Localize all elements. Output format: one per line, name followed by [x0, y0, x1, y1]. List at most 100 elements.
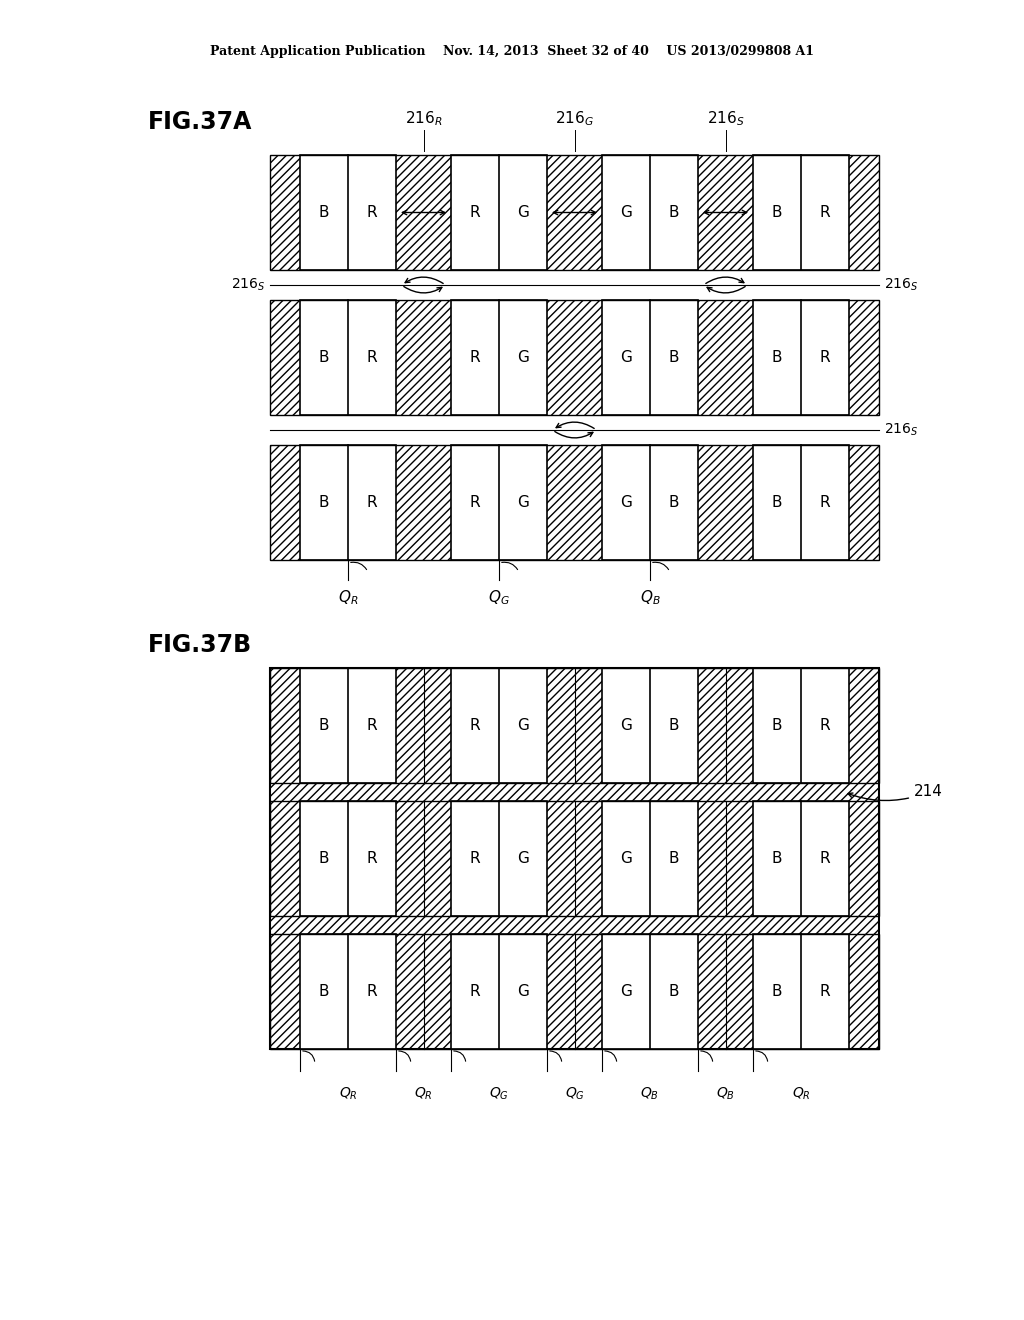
Text: $216_G$: $216_G$	[555, 110, 594, 128]
Text: $Q_B$: $Q_B$	[640, 1086, 659, 1102]
Text: R: R	[819, 851, 830, 866]
Text: R: R	[367, 495, 377, 510]
Bar	[602, 445, 698, 560]
Bar	[270, 445, 879, 560]
Text: 214: 214	[848, 784, 943, 800]
Text: R: R	[819, 205, 830, 220]
Text: $Q_R$: $Q_R$	[414, 1086, 433, 1102]
Bar	[270, 668, 879, 1049]
Text: G: G	[517, 983, 529, 999]
Text: B: B	[772, 350, 782, 366]
Text: R: R	[819, 718, 830, 733]
Bar	[270, 445, 879, 560]
Bar	[270, 300, 879, 414]
Text: B: B	[318, 205, 330, 220]
Bar	[451, 445, 547, 560]
Bar	[602, 801, 698, 916]
Text: R: R	[819, 983, 830, 999]
Bar	[753, 668, 849, 783]
Text: B: B	[669, 851, 679, 866]
Bar	[300, 801, 396, 916]
Text: $216_S$: $216_S$	[707, 110, 744, 128]
Text: FIG.37A: FIG.37A	[148, 110, 252, 135]
Text: $216_S$: $216_S$	[884, 422, 919, 438]
Bar	[300, 300, 396, 414]
Bar	[300, 935, 396, 1049]
Text: B: B	[772, 851, 782, 866]
Text: R: R	[470, 851, 480, 866]
Text: G: G	[517, 205, 529, 220]
Bar	[451, 801, 547, 916]
Text: G: G	[517, 851, 529, 866]
Text: G: G	[621, 718, 632, 733]
Bar	[300, 668, 396, 783]
Text: G: G	[621, 205, 632, 220]
Bar	[300, 154, 396, 271]
Text: $216_S$: $216_S$	[230, 277, 265, 293]
Text: B: B	[669, 983, 679, 999]
Bar	[270, 935, 879, 1049]
Bar	[602, 668, 698, 783]
Bar	[602, 935, 698, 1049]
Bar	[270, 668, 879, 783]
Text: $Q_G$: $Q_G$	[564, 1086, 585, 1102]
Bar	[451, 935, 547, 1049]
Bar	[753, 935, 849, 1049]
Text: $Q_B$: $Q_B$	[716, 1086, 735, 1102]
Bar	[270, 801, 879, 916]
Text: G: G	[517, 350, 529, 366]
Bar	[602, 154, 698, 271]
Text: $Q_R$: $Q_R$	[792, 1086, 810, 1102]
Text: B: B	[772, 718, 782, 733]
Text: B: B	[772, 205, 782, 220]
Text: B: B	[318, 851, 330, 866]
Text: B: B	[318, 983, 330, 999]
Text: B: B	[772, 983, 782, 999]
Text: R: R	[470, 718, 480, 733]
Text: R: R	[367, 205, 377, 220]
Bar	[602, 300, 698, 414]
Text: R: R	[470, 495, 480, 510]
Text: R: R	[367, 851, 377, 866]
Text: B: B	[318, 495, 330, 510]
Bar	[451, 300, 547, 414]
Text: G: G	[517, 495, 529, 510]
Text: $Q_G$: $Q_G$	[489, 1086, 509, 1102]
Text: B: B	[669, 718, 679, 733]
Bar	[451, 668, 547, 783]
Bar	[753, 445, 849, 560]
Bar	[270, 300, 879, 414]
Text: R: R	[470, 983, 480, 999]
Text: R: R	[367, 718, 377, 733]
Text: FIG.37B: FIG.37B	[148, 634, 252, 657]
Text: G: G	[621, 350, 632, 366]
Bar	[300, 445, 396, 560]
Bar	[753, 300, 849, 414]
Text: G: G	[517, 718, 529, 733]
Bar	[270, 154, 879, 271]
Text: B: B	[772, 495, 782, 510]
Bar	[753, 801, 849, 916]
Text: $Q_R$: $Q_R$	[338, 589, 358, 607]
Text: R: R	[819, 350, 830, 366]
Text: $Q_B$: $Q_B$	[640, 589, 660, 607]
Text: G: G	[621, 983, 632, 999]
Text: B: B	[669, 495, 679, 510]
Text: R: R	[470, 350, 480, 366]
Bar	[753, 154, 849, 271]
Text: R: R	[367, 350, 377, 366]
Text: Patent Application Publication    Nov. 14, 2013  Sheet 32 of 40    US 2013/02998: Patent Application Publication Nov. 14, …	[210, 45, 814, 58]
Text: $Q_G$: $Q_G$	[488, 589, 510, 607]
Bar	[451, 154, 547, 271]
Text: $216_R$: $216_R$	[404, 110, 442, 128]
Text: R: R	[367, 983, 377, 999]
Text: G: G	[621, 495, 632, 510]
Text: B: B	[318, 718, 330, 733]
Text: $216_S$: $216_S$	[884, 277, 919, 293]
Text: G: G	[621, 851, 632, 866]
Text: R: R	[470, 205, 480, 220]
Text: R: R	[819, 495, 830, 510]
Bar	[270, 154, 879, 271]
Text: B: B	[669, 205, 679, 220]
Text: B: B	[669, 350, 679, 366]
